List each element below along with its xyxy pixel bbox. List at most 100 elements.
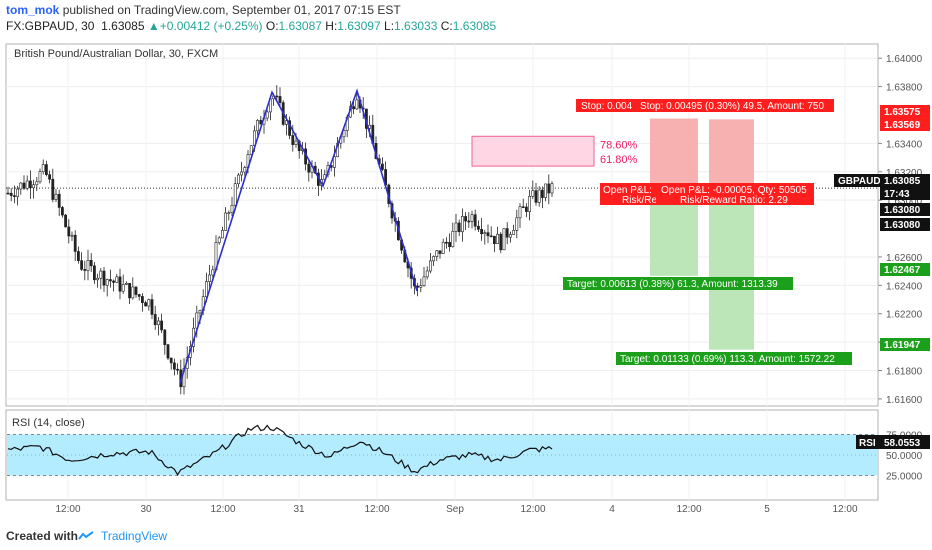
candle-body bbox=[332, 156, 336, 168]
time-tick-label: 12:00 bbox=[676, 504, 701, 515]
price-badge-label: 1.63569 bbox=[884, 120, 921, 131]
candle-body bbox=[480, 228, 484, 235]
candle-body bbox=[432, 256, 436, 262]
candle-body bbox=[457, 222, 461, 233]
candle-body bbox=[70, 234, 74, 237]
candle-body bbox=[505, 228, 509, 238]
price-change: +0.00412 (+0.25%) bbox=[159, 19, 263, 33]
price-tick-label: 1.62600 bbox=[886, 253, 923, 264]
candle-body bbox=[121, 284, 125, 292]
pnl-badge-2 bbox=[656, 183, 814, 205]
candle-body bbox=[444, 241, 448, 244]
zigzag-pattern[interactable] bbox=[179, 88, 418, 384]
candle-body bbox=[441, 241, 445, 254]
close-value: 1.63085 bbox=[452, 19, 497, 33]
price-badge-bg bbox=[880, 187, 930, 200]
candle-body bbox=[460, 216, 464, 233]
candle-body bbox=[352, 106, 356, 110]
candle-body bbox=[540, 189, 544, 198]
price-badge-bg bbox=[880, 105, 930, 118]
time-tick-label: 12:00 bbox=[520, 504, 545, 515]
symbol-label: FX:GBPAUD, 30 bbox=[6, 19, 95, 33]
fib-rectangle[interactable] bbox=[471, 135, 595, 167]
candle-body bbox=[60, 207, 64, 216]
time-tick-label: 5 bbox=[764, 504, 770, 515]
candle-body bbox=[208, 274, 212, 282]
high-label: H: bbox=[325, 19, 338, 33]
tradingview-brand[interactable]: TradingView bbox=[101, 529, 168, 543]
candle-body bbox=[9, 192, 13, 196]
time-axis[interactable]: 12:00 30 12:00 31 12:00 Sep 12:00 4 12:00 5 12:00 bbox=[55, 504, 857, 515]
candle-body bbox=[77, 251, 80, 261]
candle-body bbox=[147, 299, 151, 307]
price-tick-label: 1.62400 bbox=[886, 281, 923, 292]
time-tick-label: Sep bbox=[446, 504, 464, 515]
candle-body bbox=[534, 190, 538, 203]
candle-body bbox=[28, 180, 32, 189]
candle-body bbox=[109, 279, 112, 282]
candle-body bbox=[230, 204, 234, 213]
stop-label-2: Stop: 0.00495 (0.30%) 49.5, Amount: 750 bbox=[640, 101, 824, 112]
candle-body bbox=[499, 233, 503, 251]
candle-body bbox=[112, 280, 116, 283]
chart-area[interactable]: 78.60% 61.80% Stop: 0.004 Stop: 0.00495 … bbox=[0, 38, 932, 520]
candle-body bbox=[22, 182, 26, 189]
candle-body bbox=[73, 234, 77, 252]
candle-body bbox=[531, 190, 535, 197]
ohlc-line: FX:GBPAUD, 30 1.63085 ▲+0.00412 (+0.25%)… bbox=[6, 19, 496, 33]
chart-title: British Pound/Australian Dollar, 30, FXC… bbox=[14, 48, 218, 60]
stop-zone bbox=[650, 118, 698, 189]
target-badge-2 bbox=[616, 352, 852, 365]
candle-body bbox=[99, 270, 103, 279]
candle-body bbox=[41, 164, 45, 173]
candle-body bbox=[83, 269, 87, 271]
candle-body bbox=[473, 214, 477, 227]
candle-body bbox=[6, 192, 10, 195]
candle-body bbox=[237, 174, 240, 185]
price-badge-label: 1.63080 bbox=[884, 220, 921, 231]
candle-body bbox=[550, 183, 554, 194]
candle-body bbox=[105, 279, 109, 286]
price-badge-bg bbox=[880, 218, 930, 231]
stop-label-1: Stop: 0.004 bbox=[581, 101, 633, 112]
candle-body bbox=[125, 283, 128, 285]
stop-badge-1 bbox=[576, 99, 636, 112]
price-badge-bg bbox=[880, 263, 930, 276]
price-badge-bg bbox=[880, 203, 930, 216]
candle-body bbox=[342, 130, 346, 138]
price-tick-label: 1.61600 bbox=[886, 395, 923, 406]
fib-zone: 78.60% 61.80% bbox=[471, 135, 638, 167]
price-tick-label: 1.62200 bbox=[886, 310, 923, 321]
author-link[interactable]: tom_mok bbox=[6, 3, 60, 17]
up-arrow-icon: ▲ bbox=[147, 19, 160, 33]
candle-body bbox=[428, 260, 432, 272]
candle-body bbox=[486, 232, 490, 237]
high-value: 1.63097 bbox=[337, 19, 381, 33]
candle-body bbox=[93, 265, 96, 281]
price-badge-label: 1.63575 bbox=[884, 107, 921, 118]
candle-body bbox=[380, 163, 384, 170]
published-text: published on TradingView.com, September … bbox=[62, 3, 401, 17]
candle-body bbox=[144, 302, 148, 307]
candle-body bbox=[464, 216, 468, 222]
candle-body bbox=[48, 174, 52, 180]
candle-body bbox=[57, 193, 61, 208]
rsi-title: RSI (14, close) bbox=[12, 417, 85, 429]
stop-badge-2 bbox=[636, 99, 834, 112]
rsi-badge-value: 58.0553 bbox=[884, 438, 921, 449]
candle-body bbox=[157, 320, 160, 326]
rsi-badge-label-bg bbox=[856, 435, 880, 449]
candle-body bbox=[518, 206, 522, 219]
candle-body bbox=[489, 235, 493, 238]
candle-body bbox=[451, 230, 455, 248]
candle-body bbox=[64, 214, 68, 228]
candle-body bbox=[422, 276, 426, 286]
pnl-label-1b: Risk/Re bbox=[622, 195, 657, 206]
candle-body bbox=[51, 178, 55, 200]
candle-body bbox=[54, 193, 58, 200]
pnl-label-2a: Open P&L: -0.00005, Qty: 50505 bbox=[661, 185, 807, 196]
candle-body bbox=[166, 344, 170, 359]
price-chart-svg[interactable]: 78.60% 61.80% Stop: 0.004 Stop: 0.00495 … bbox=[0, 38, 932, 520]
time-tick-label: 12:00 bbox=[55, 504, 80, 515]
